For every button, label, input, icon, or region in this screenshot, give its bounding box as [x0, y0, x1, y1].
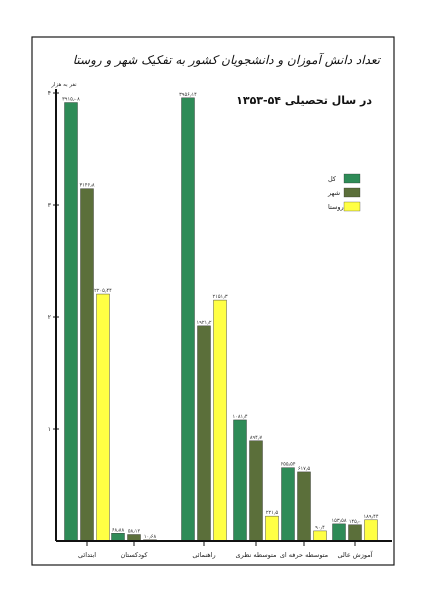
bar [64, 102, 78, 542]
bar-value-label: ۳۹۵۶٫۱۴ [179, 92, 197, 98]
bar [249, 440, 263, 542]
bar-value-label: ۱۰٫۶۸ [144, 534, 157, 540]
chart-title: تعداد دانش آموزان و دانشجویان کشور به تف… [73, 52, 382, 67]
legend-label: کل [328, 175, 337, 183]
legend-label: روستا [328, 203, 344, 211]
bar-value-label: ۹۰٫۴ [315, 525, 325, 531]
bar [281, 467, 295, 542]
bar [80, 188, 94, 542]
bar-value-label: ۲۲۱٫۵ [266, 510, 279, 516]
bar-value-label: ۳۹۱۵٫۰۸ [62, 97, 80, 103]
y-tick-label: ۱ [48, 426, 51, 433]
bar-value-label: ۳۱۴۶٫۸ [79, 183, 94, 189]
bar-value-label: ۶۸٫۸۸ [112, 527, 125, 533]
bar-value-label: ۱۸۹٫۴۴ [363, 514, 378, 520]
bar-value-label: ۱۴۵٫۰ [349, 519, 361, 525]
y-tick-label: ۴ [48, 90, 51, 97]
bar [332, 523, 346, 542]
bar [213, 299, 227, 542]
x-category-label: ابتدائی [78, 551, 96, 559]
bar-value-label: ۸۹۴٫۷ [250, 435, 263, 441]
bar [111, 533, 125, 542]
bar [313, 530, 327, 542]
bar-value-label: ۱۹۲۱٫۲ [196, 320, 211, 326]
y-axis: ۱ ۲ ۳ ۴ [48, 89, 59, 541]
bars-group [64, 97, 378, 542]
bar-value-label: ۱۰۸۱٫۴ [232, 414, 247, 420]
bar [233, 419, 247, 542]
bar [265, 515, 279, 542]
x-category-label: کودکستان [121, 551, 149, 559]
bar-value-label: ۵۸٫۱۲ [128, 529, 141, 535]
y-tick-label: ۲ [48, 314, 51, 321]
legend-label: شهر [327, 189, 340, 197]
legend-swatch [343, 187, 361, 198]
x-category-label: آموزش عالی [337, 550, 373, 559]
chart-frame [31, 36, 395, 566]
y-tick-label: ۳ [48, 202, 52, 209]
legend-swatch [343, 173, 361, 184]
x-category-label: راهنمائی [192, 551, 215, 559]
x-category-label: متوسطه حرفه ای [280, 551, 328, 559]
y-axis-label: نفر به هزار [50, 82, 77, 88]
legend-swatch [343, 201, 361, 212]
x-category-label: متوسطه نظری [236, 551, 277, 559]
bar [181, 97, 195, 542]
legend: کل شهر روستا [327, 173, 361, 212]
bar-value-label: ۶۵۵٫۵۴ [280, 462, 295, 468]
bar-value-label: ۱۵۳٫۵۸ [331, 518, 346, 524]
bar [197, 325, 211, 542]
bar-value-label: ۲۲۰۵٫۴۴ [94, 288, 112, 294]
bar [348, 524, 362, 542]
x-axis: ابتدائی کودکستان راهنمائی متوسطه نظری متوسطه… [56, 540, 392, 559]
bar [364, 519, 378, 542]
bar-value-label: ۲۱۵۱٫۳ [212, 294, 227, 300]
bar-value-label: ۶۱۷٫۵ [298, 466, 311, 472]
chart-subtitle: در سال تحصیلی ۵۴-۱۳۵۳ [236, 94, 372, 107]
bar [297, 471, 311, 542]
bar [96, 293, 110, 542]
